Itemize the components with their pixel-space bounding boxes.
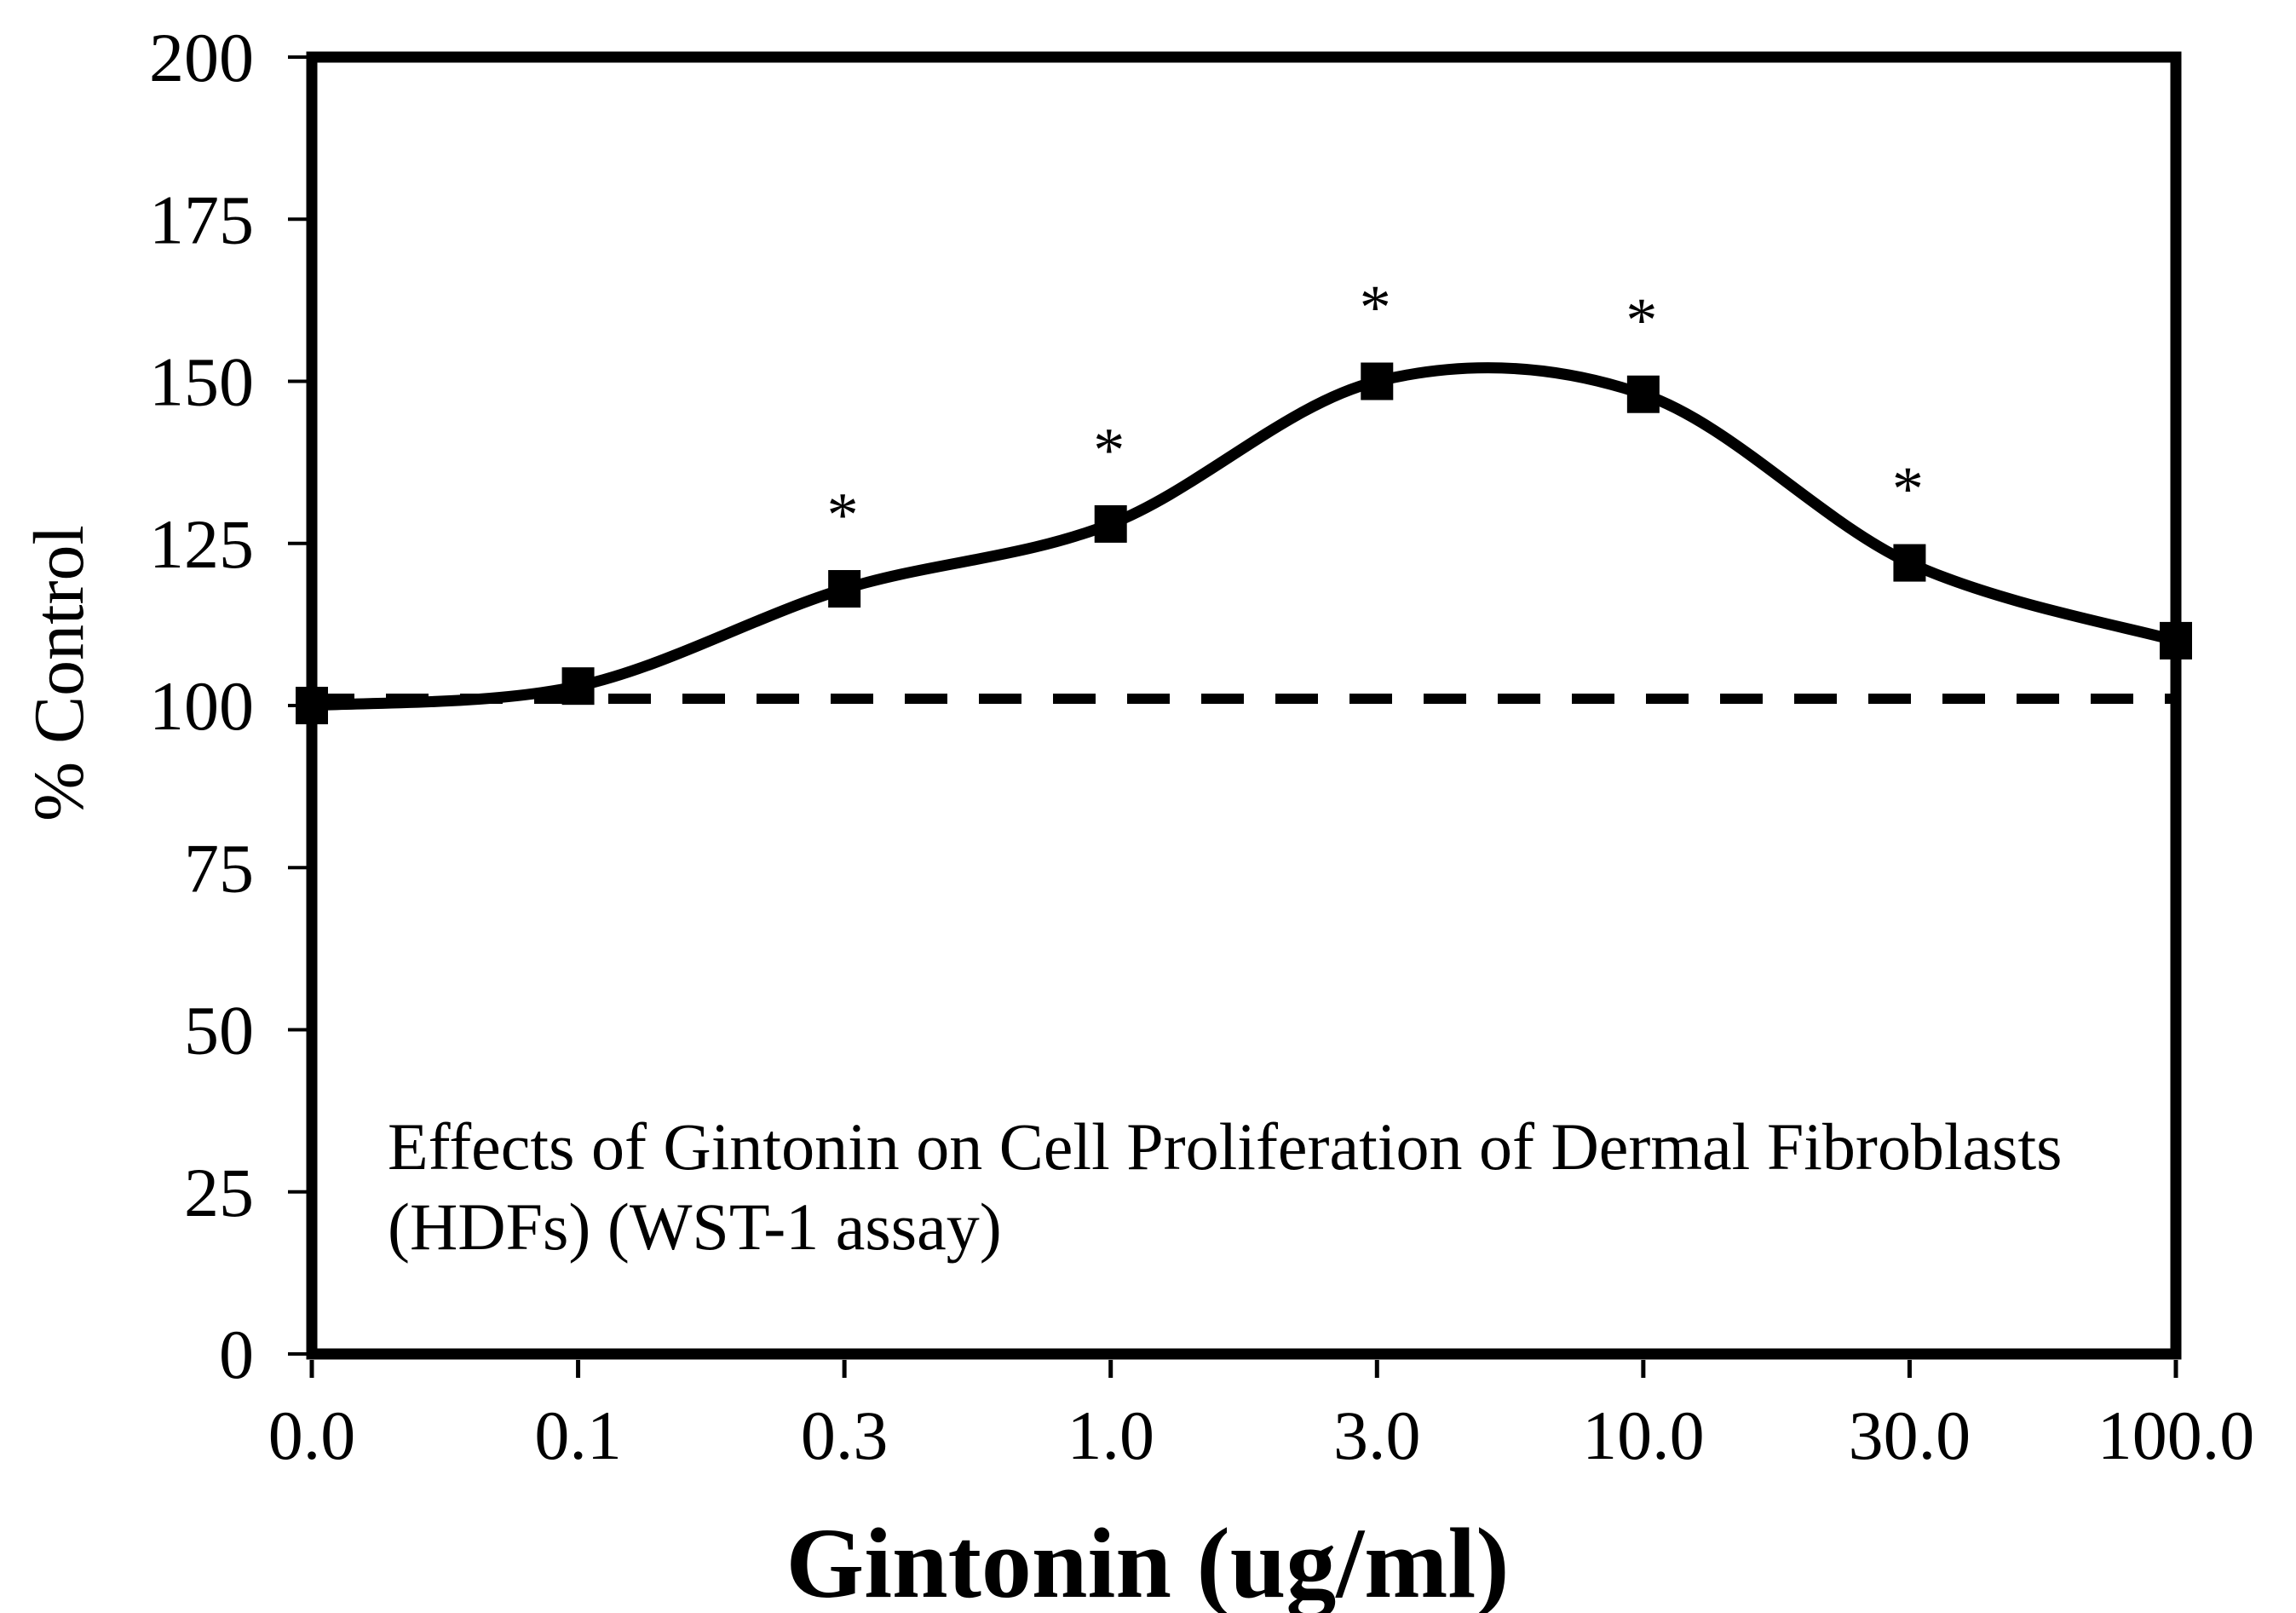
- y-tick-label: 175: [149, 181, 254, 258]
- y-tick-label: 125: [149, 505, 254, 583]
- significance-asterisk: *: [827, 481, 859, 550]
- data-point-marker: [1626, 375, 1660, 413]
- x-tick-label: 10.0: [1582, 1397, 1705, 1474]
- x-axis-tick-labels: 0.0 0.1 0.3 1.0 3.0 10.0 30.0 100.0: [268, 1397, 2255, 1474]
- x-tick-label: 100.0: [2097, 1397, 2255, 1474]
- y-tick-label: 0: [219, 1316, 254, 1393]
- x-tick-label: 30.0: [1849, 1397, 1971, 1474]
- data-point-marker: [1893, 544, 1926, 582]
- x-tick-label: 0.1: [534, 1397, 622, 1474]
- annotation-line-2: (HDFs) (WST-1 assay): [388, 1190, 1002, 1264]
- y-tick-label: 100: [149, 667, 254, 745]
- y-tick-label: 50: [184, 992, 254, 1069]
- data-point-marker: [828, 570, 861, 608]
- data-point-marker: [1094, 504, 1127, 543]
- y-axis-tick-labels: 0 25 50 75 100 125 150 175 200: [149, 19, 254, 1393]
- significance-asterisk: *: [1892, 455, 1924, 525]
- significance-asterisk: *: [1360, 274, 1391, 343]
- y-axis-title: % Control: [20, 525, 99, 821]
- x-tick-label: 3.0: [1333, 1397, 1421, 1474]
- x-axis-ticks: [309, 1360, 2178, 1378]
- x-tick-label: 0.3: [801, 1397, 889, 1474]
- plot-frame: [306, 51, 2182, 1360]
- data-point-marker: [1361, 362, 1394, 400]
- x-tick-label: 0.0: [268, 1397, 356, 1474]
- significance-asterisk: *: [1093, 416, 1125, 486]
- y-tick-label: 25: [184, 1154, 254, 1231]
- x-tick-label: 1.0: [1067, 1397, 1154, 1474]
- y-tick-label: 75: [184, 829, 254, 907]
- x-axis-title: Gintonin (ug/ml): [785, 1507, 1509, 1613]
- y-tick-label: 150: [149, 343, 254, 421]
- significance-asterisks: * * * * *: [827, 274, 1924, 551]
- y-tick-label: 200: [149, 19, 254, 96]
- dose-response-curve: [311, 362, 2178, 711]
- data-point-markers: [296, 362, 2192, 724]
- significance-asterisk: *: [1626, 286, 1657, 356]
- data-point-marker: [561, 667, 595, 706]
- annotation-line-1: Effects of Gintonin on Cell Proliferatio…: [388, 1109, 2063, 1184]
